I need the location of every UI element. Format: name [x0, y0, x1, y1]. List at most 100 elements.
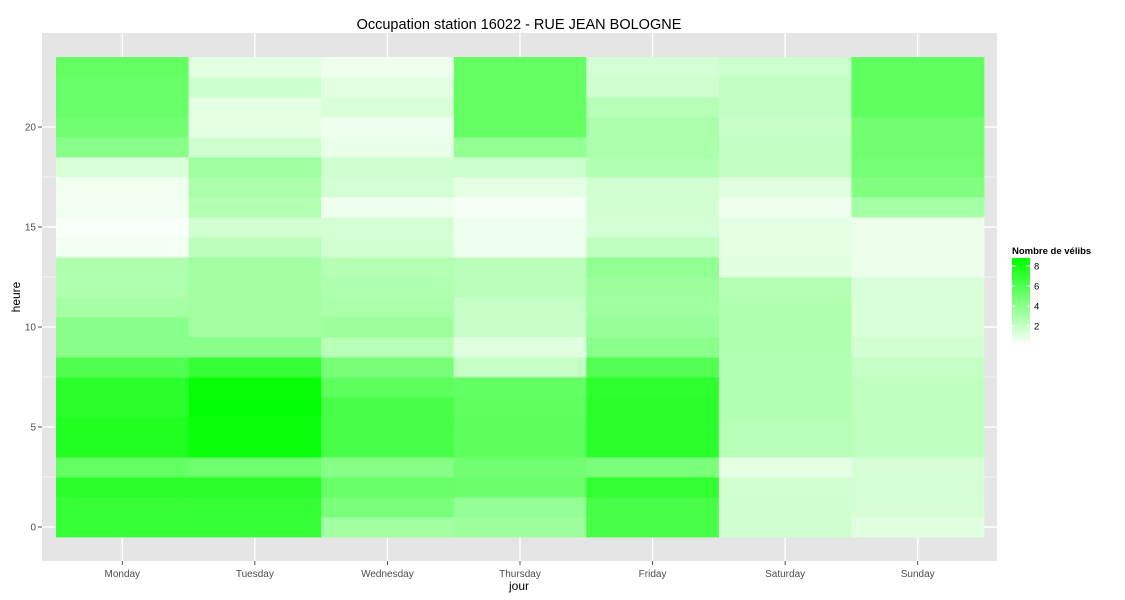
heatmap-cell	[56, 337, 189, 358]
y-axis-title: heure	[9, 281, 23, 312]
heatmap-cell	[453, 437, 587, 458]
heatmap-cell	[56, 397, 189, 418]
heatmap-cell	[718, 277, 852, 298]
heatmap-cell	[851, 237, 985, 258]
heatmap-cell	[321, 77, 455, 98]
heatmap-cell	[586, 97, 720, 118]
heatmap-cell	[188, 197, 322, 218]
heatmap-cell	[453, 277, 587, 298]
heatmap-cell	[586, 77, 720, 98]
heatmap-cell	[586, 337, 720, 358]
heatmap-cell	[718, 217, 852, 238]
heatmap-cell	[56, 297, 189, 318]
heatmap-cell	[321, 237, 455, 258]
x-axis-title: jour	[508, 579, 529, 593]
heatmap-cell	[321, 397, 455, 418]
heatmap-cell	[56, 517, 189, 538]
heatmap-cell	[321, 457, 455, 478]
heatmap-cell	[453, 97, 587, 118]
heatmap-cell	[188, 397, 322, 418]
heatmap-cell	[321, 197, 455, 218]
heatmap-cell	[851, 317, 985, 338]
heatmap-cell	[188, 377, 322, 398]
heatmap-cell	[321, 477, 455, 498]
heatmap-cell	[188, 417, 322, 438]
heatmap-cell	[188, 517, 322, 538]
heatmap-cell	[188, 357, 322, 378]
legend-tick-label: 6	[1034, 282, 1039, 293]
heatmap-cell	[851, 457, 985, 478]
heatmap-cell	[586, 217, 720, 238]
heatmap-cell	[56, 357, 189, 378]
heatmap-cell	[188, 237, 322, 258]
heatmap-cell	[586, 417, 720, 438]
heatmap-cell	[56, 137, 189, 158]
heatmap-cell	[453, 177, 587, 198]
heatmap-cell	[188, 477, 322, 498]
heatmap-cell	[851, 337, 985, 358]
heatmap-cell	[321, 297, 455, 318]
heatmap-cell	[453, 137, 587, 158]
heatmap-cell	[851, 137, 985, 158]
chart-title: Occupation station 16022 - RUE JEAN BOLO…	[357, 17, 682, 33]
heatmap-cell	[851, 517, 985, 538]
heatmap-cell	[586, 157, 720, 178]
heatmap-cell	[188, 157, 322, 178]
y-tick-label: 15	[25, 223, 37, 234]
heatmap-cell	[188, 77, 322, 98]
heatmap-cell	[718, 57, 852, 78]
heatmap-cell	[851, 77, 985, 98]
heatmap-cell	[453, 477, 587, 498]
heatmap-cell	[321, 517, 455, 538]
heatmap-cell	[718, 377, 852, 398]
heatmap-cell	[453, 157, 587, 178]
heatmap-cell	[188, 317, 322, 338]
heatmap-cell	[586, 257, 720, 278]
heatmap-cell	[56, 477, 189, 498]
heatmap-cell	[56, 377, 189, 398]
heatmap-cell	[851, 417, 985, 438]
heatmap-cell	[851, 177, 985, 198]
heatmap-cell	[453, 397, 587, 418]
x-axis-ticks: Monday Tuesday Wednesday Thursday Friday Satu…	[104, 561, 935, 580]
heatmap-cell	[586, 297, 720, 318]
heatmap-cell	[56, 277, 189, 298]
heatmap-cell	[453, 457, 587, 478]
heatmap-cell	[586, 317, 720, 338]
heatmap-cell	[718, 77, 852, 98]
heatmap-cell	[453, 57, 587, 78]
heatmap-cell	[321, 497, 455, 518]
heatmap-cell	[851, 97, 985, 118]
heatmap-cell	[586, 497, 720, 518]
heatmap-cell	[188, 57, 322, 78]
heatmap-cell	[586, 517, 720, 538]
heatmap-cell	[321, 177, 455, 198]
heatmap-cell	[851, 477, 985, 498]
heatmap-cells	[56, 57, 985, 538]
heatmap-cell	[718, 317, 852, 338]
legend-ticks: 2 4 6 8	[1012, 262, 1039, 333]
heatmap-cell	[718, 117, 852, 138]
heatmap-cell	[56, 117, 189, 138]
y-tick-label: 0	[30, 523, 36, 534]
heatmap-cell	[586, 377, 720, 398]
x-tick-label: Thursday	[499, 569, 541, 580]
heatmap-cell	[718, 297, 852, 318]
heatmap-cell	[453, 197, 587, 218]
heatmap-cell	[718, 197, 852, 218]
heatmap-cell	[188, 257, 322, 278]
heatmap-cell	[321, 157, 455, 178]
heatmap-cell	[321, 57, 455, 78]
heatmap-cell	[188, 137, 322, 158]
heatmap-cell	[188, 277, 322, 298]
heatmap-cell	[188, 97, 322, 118]
heatmap-cell	[851, 197, 985, 218]
heatmap-cell	[188, 337, 322, 358]
heatmap-cell	[586, 437, 720, 458]
heatmap-cell	[851, 217, 985, 238]
y-axis-ticks: 0 5 10 15 20	[25, 123, 42, 534]
heatmap-cell	[718, 457, 852, 478]
heatmap-cell	[851, 277, 985, 298]
heatmap-cell	[586, 277, 720, 298]
heatmap-cell	[321, 217, 455, 238]
